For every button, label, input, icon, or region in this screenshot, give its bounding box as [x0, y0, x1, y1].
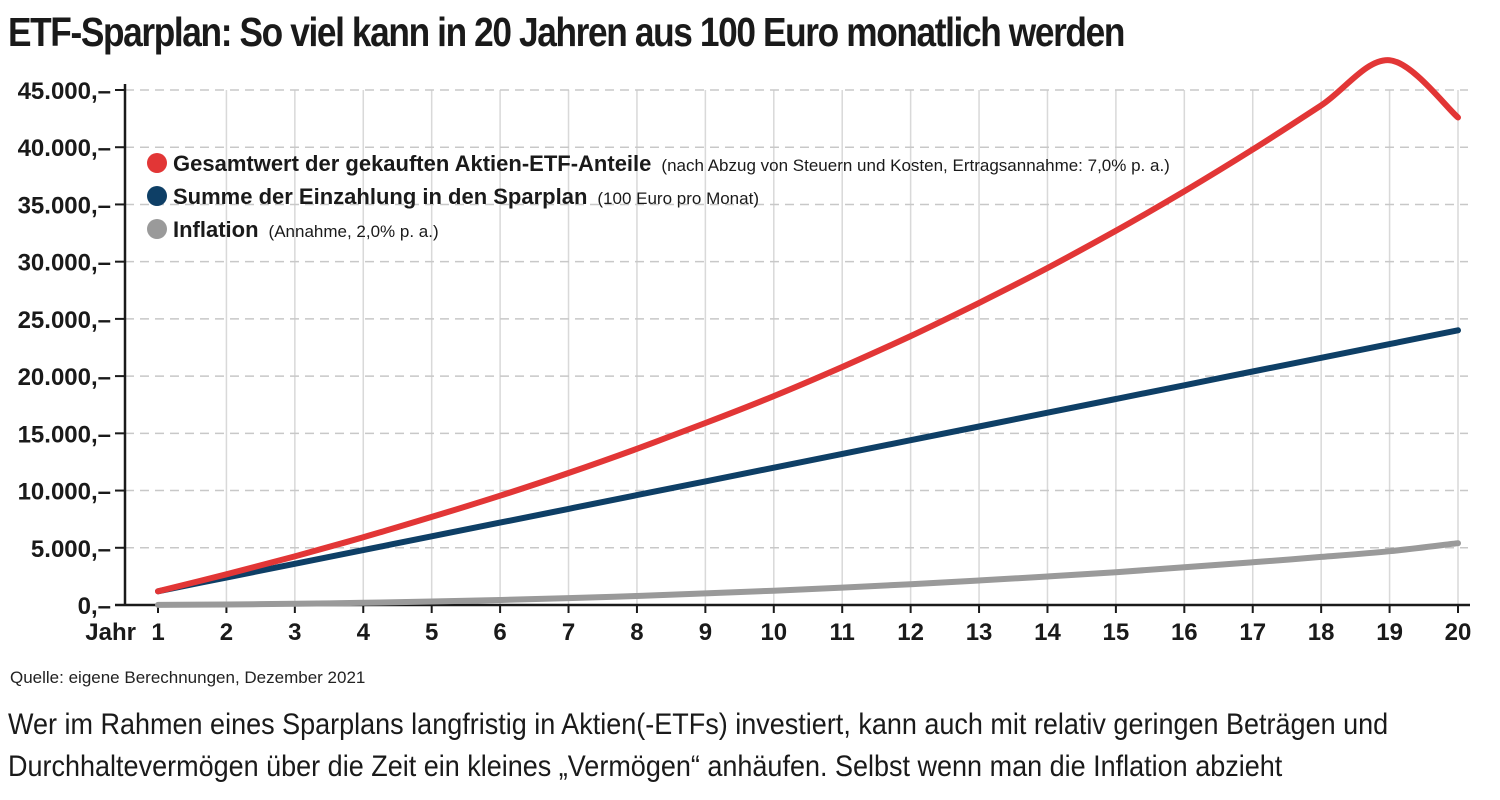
x-tick-label: 18: [1308, 619, 1335, 646]
legend-label-2: Inflation: [173, 217, 259, 242]
series-lines: [155, 57, 1461, 608]
x-tick-label: 16: [1171, 619, 1198, 646]
legend-note-1: (100 Euro pro Monat): [597, 189, 759, 208]
x-tick-label: 3: [288, 619, 301, 646]
x-tick-label: 17: [1239, 619, 1266, 646]
x-tick-label: 10: [760, 619, 787, 646]
y-tick-label: 40.000,–: [18, 135, 111, 162]
x-tick-label: 5: [425, 619, 438, 646]
x-tick-label: 14: [1034, 619, 1061, 646]
y-tick-label: 35.000,–: [18, 192, 111, 219]
series-line-1: [155, 327, 1461, 595]
y-tick-label: 0,–: [78, 593, 111, 620]
x-tick-label: 15: [1103, 619, 1130, 646]
legend-marker-1: [147, 186, 167, 206]
line-chart: 0,– 5.000,– 10.000,– 15.000,– 20.000,– 25.000…: [18, 57, 1472, 646]
x-tick-label: 12: [897, 619, 924, 646]
legend-note-2: (Annahme, 2,0% p. a.): [269, 222, 439, 241]
legend-label-0: Gesamtwert der gekauften Aktien-ETF-Ante…: [173, 151, 651, 176]
y-tick-label: 10.000,–: [18, 479, 111, 506]
legend-marker-0: [147, 153, 167, 173]
x-tick-label: 4: [357, 619, 371, 646]
grid-lines: [124, 89, 1468, 605]
x-tick-label: 13: [966, 619, 993, 646]
x-tick-label: 20: [1445, 619, 1472, 646]
y-tick-label: 15.000,–: [18, 421, 111, 448]
x-tick-label: 19: [1376, 619, 1403, 646]
y-tick-label: 5.000,–: [31, 536, 111, 563]
x-tick-label: 11: [830, 619, 855, 646]
y-tick-label: 20.000,–: [18, 364, 111, 391]
legend: Gesamtwert der gekauften Aktien-ETF-Ante…: [147, 151, 1170, 242]
caption-text: Wer im Rahmen eines Sparplans langfristi…: [8, 708, 1389, 783]
series-line-0: [155, 57, 1461, 595]
legend-marker-2: [147, 219, 167, 239]
x-axis-label: Jahr: [85, 619, 136, 646]
y-tick-label: 45.000,–: [18, 78, 111, 105]
x-tick-label: 7: [562, 619, 575, 646]
chart-title: ETF-Sparplan: So viel kann in 20 Jahren …: [8, 9, 1125, 55]
x-tick-label: 1: [151, 619, 164, 646]
y-tick-label: 30.000,–: [18, 250, 111, 277]
x-tick-label: 9: [699, 619, 712, 646]
x-tick-label: 2: [220, 619, 233, 646]
legend-label-1: Summe der Einzahlung in den Sparplan: [173, 184, 587, 209]
y-axis-ticks: 0,– 5.000,– 10.000,– 15.000,– 20.000,– 25.000…: [18, 78, 127, 620]
x-tick-label: 6: [493, 619, 506, 646]
source-note: Quelle: eigene Berechnungen, Dezember 20…: [10, 668, 366, 687]
legend-note-0: (nach Abzug von Steuern und Kosten, Ertr…: [661, 156, 1169, 175]
series-line-2: [155, 540, 1461, 608]
x-tick-label: 8: [630, 619, 643, 646]
y-tick-label: 25.000,–: [18, 307, 111, 334]
